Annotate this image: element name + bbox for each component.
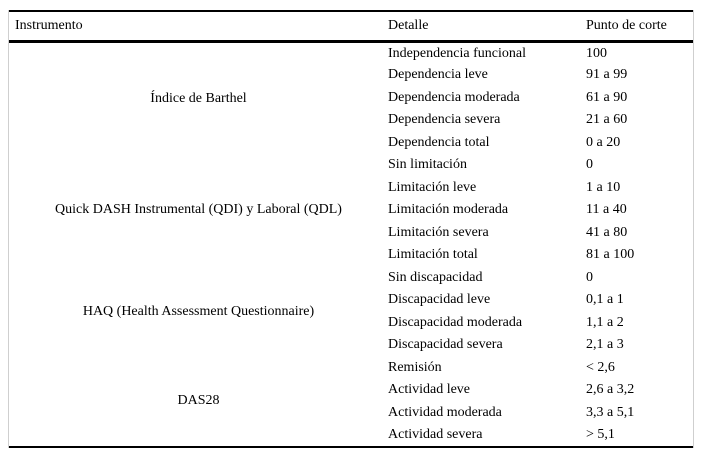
detail-cell: Independencia funcional [388,45,526,61]
table-row: Discapacidad leve 0,1 a 1 [9,289,693,312]
instrument-cutoff-table: Instrumento Detalle Punto de corte Índic… [8,10,694,448]
col-header-instrumento: Instrumento [9,11,388,43]
cutoff-cell: 1 a 10 [586,179,621,195]
detail-cell: Sin limitación [388,157,467,173]
table: Instrumento Detalle Punto de corte Índic… [9,10,693,448]
detail-cell: Limitación moderada [388,202,509,218]
cutoff-cell: 0 [586,269,593,285]
cutoff-cell: < 2,6 [586,359,615,375]
cutoff-cell: 3,3 a 5,1 [586,404,635,420]
table-row: Limitación moderada 11 a 40 [9,199,693,222]
table-row: Dependencia moderada 61 a 90 [9,87,693,110]
cutoff-cell: 2,6 a 3,2 [586,382,635,398]
detail-cell: Dependencia leve [388,67,488,83]
header-row: Instrumento Detalle Punto de corte [9,11,693,43]
table-row: Dependencia leve 91 a 99 [9,64,693,87]
detail-cell: Actividad severa [388,426,483,442]
col-header-detalle: Detalle [388,11,586,43]
instrument-cell-das28: DAS28 [177,393,220,408]
detail-cell: Actividad leve [388,382,471,398]
table-row: Dependencia severa 21 a 60 [9,109,693,132]
col-header-punto-de-corte: Punto de corte [586,11,693,43]
table-row: Discapacidad severa 2,1 a 3 [9,334,693,357]
detail-cell: Limitación total [388,247,478,263]
table-row: Dependencia total 0 a 20 [9,132,693,155]
instrument-cell-haq: HAQ (Health Assessment Questionnaire) [82,303,315,319]
instrument-cell-barthel: Índice de Barthel [150,90,247,106]
cutoff-cell: 0 a 20 [586,134,621,150]
detail-cell: Discapacidad moderada [388,314,523,330]
cutoff-cell: 41 a 80 [586,224,628,240]
detail-cell: Limitación leve [388,179,477,195]
table-row: Limitación total 81 a 100 [9,244,693,267]
cutoff-cell: 61 a 90 [586,89,628,105]
cutoff-cell: > 5,1 [586,426,615,442]
table-row: Limitación severa 41 a 80 [9,222,693,245]
table-row: Actividad severa > 5,1 [9,424,693,447]
cutoff-cell: 81 a 100 [586,247,635,263]
table-row: Quick DASH Instrumental (QDI) y Laboral … [9,154,693,217]
cutoff-cell: 100 [586,45,607,61]
instrument-cell-quickdash: Quick DASH Instrumental (QDI) y Laboral … [55,202,342,218]
detail-cell: Sin discapacidad [388,269,483,285]
cutoff-cell: 91 a 99 [586,67,628,83]
detail-cell: Actividad moderada [388,404,502,420]
cutoff-cell: 11 a 40 [586,202,627,218]
cutoff-cell: 21 a 60 [586,112,628,128]
cutoff-cell: 0 [586,157,593,173]
table-row: HAQ (Health Assessment Questionnaire) Si… [9,267,693,318]
table-row: Actividad moderada 3,3 a 5,1 [9,402,693,425]
detail-cell: Remisión [388,359,442,375]
detail-cell: Dependencia total [388,134,490,150]
table-row: Actividad leve 2,6 a 3,2 [9,379,693,402]
cutoff-cell: 2,1 a 3 [586,337,624,353]
detail-cell: Discapacidad leve [388,292,491,308]
table-row: Discapacidad moderada 1,1 a 2 [9,312,693,335]
table-row: Limitación leve 1 a 10 [9,177,693,200]
table-row: Índice de Barthel Independencia funciona… [9,42,693,105]
detail-cell: Dependencia moderada [388,89,520,105]
detail-cell: Discapacidad severa [388,337,503,353]
detail-cell: Dependencia severa [388,112,501,128]
cutoff-cell: 1,1 a 2 [586,314,624,330]
table-row: DAS28 Remisión < 2,6 [9,357,693,407]
cutoff-cell: 0,1 a 1 [586,292,624,308]
detail-cell: Limitación severa [388,224,489,240]
